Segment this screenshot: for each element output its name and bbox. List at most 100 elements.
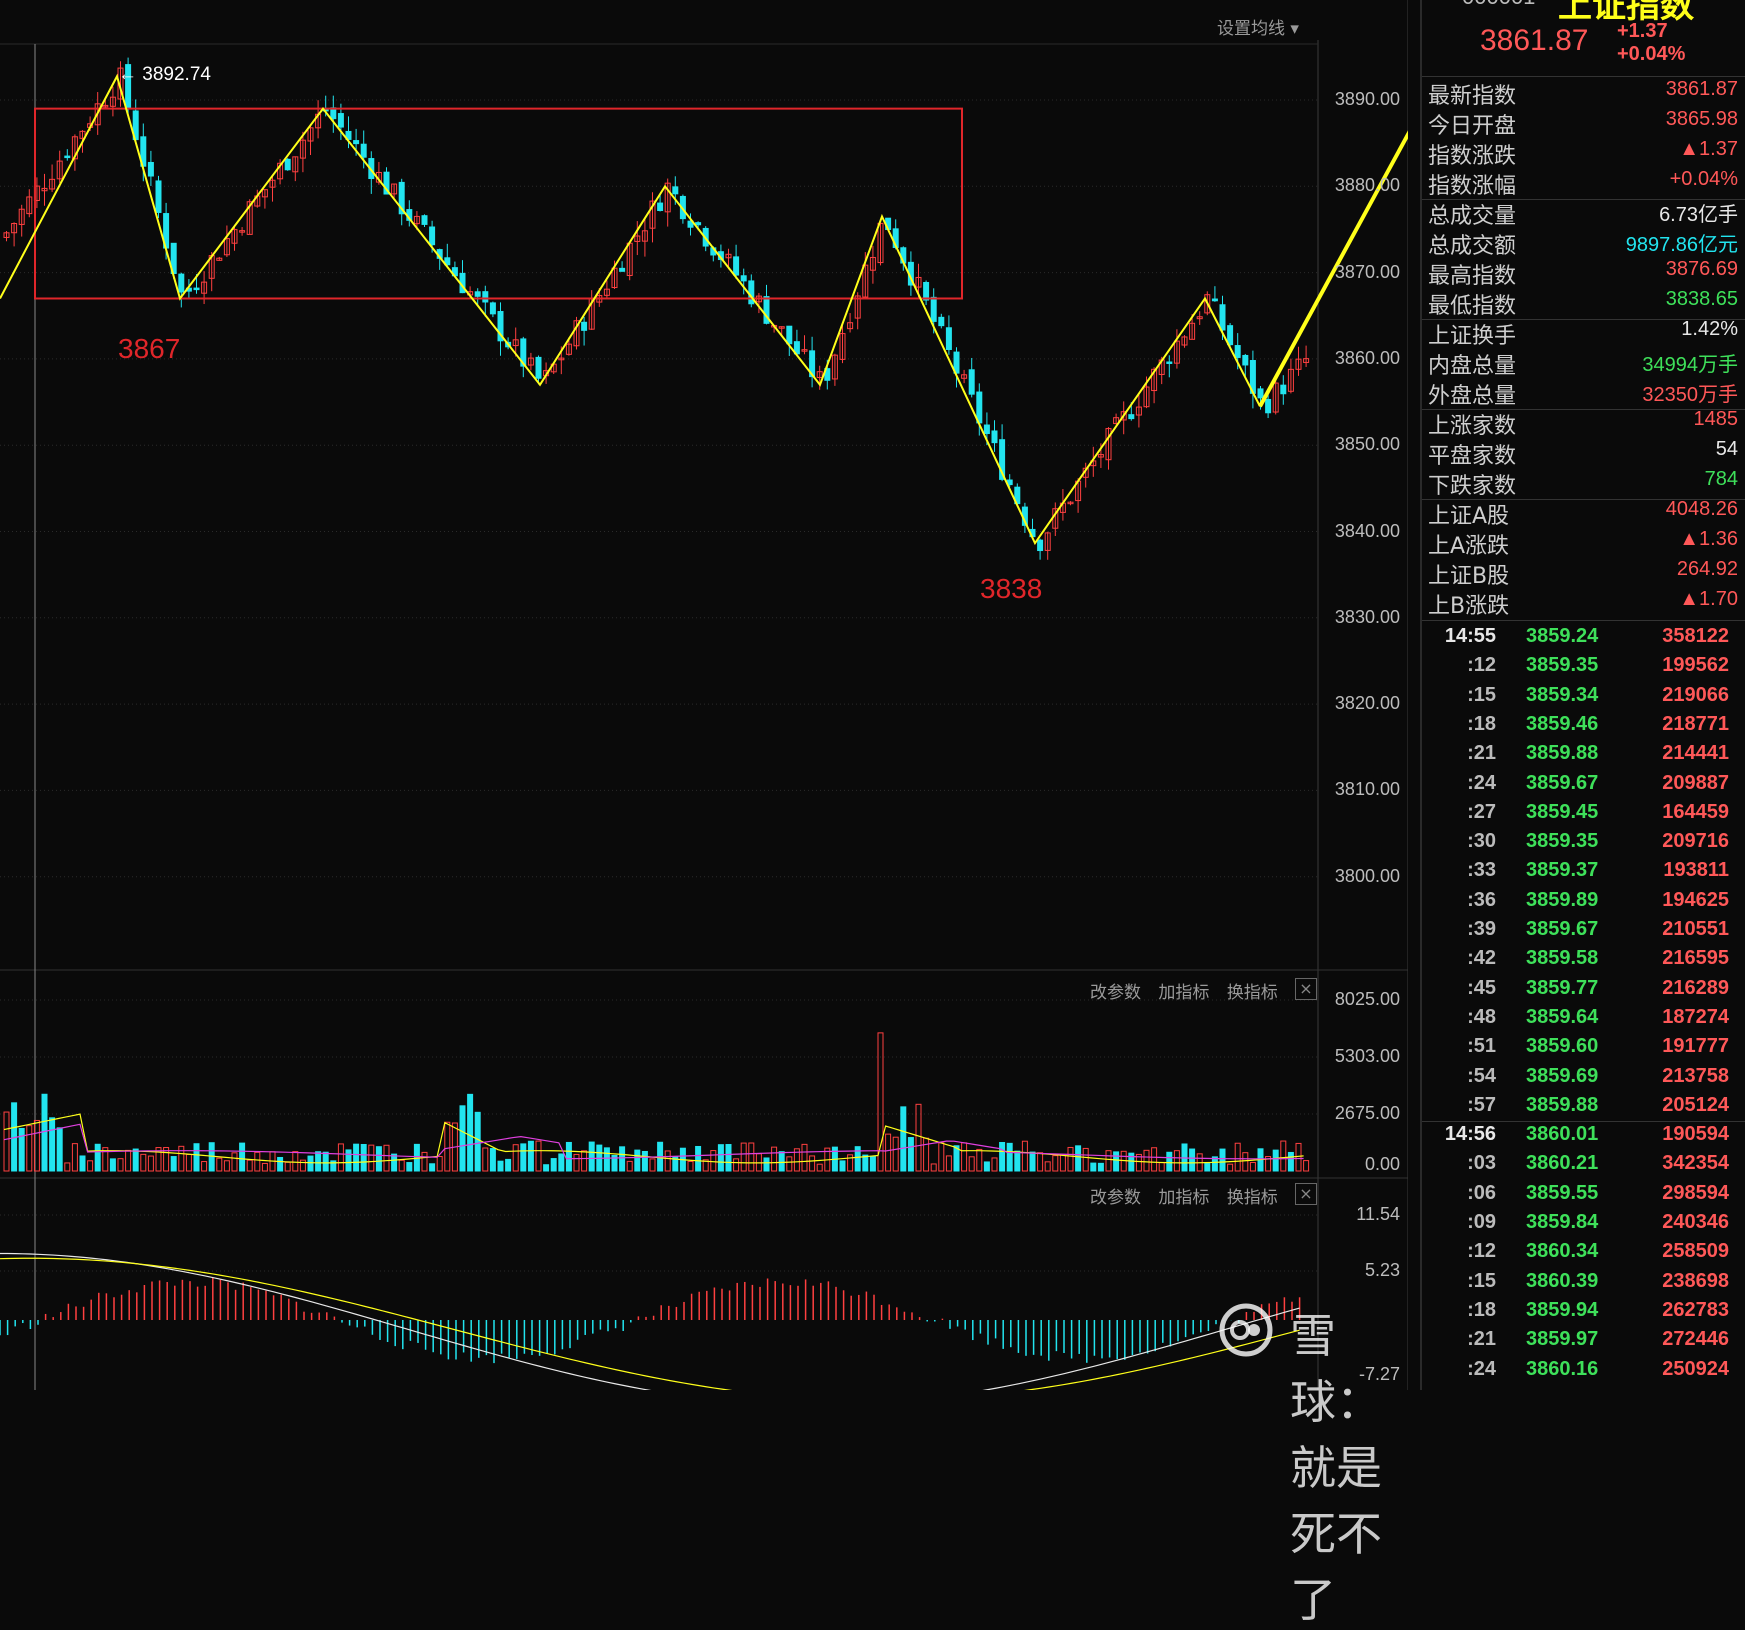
- candle-body: [102, 104, 109, 108]
- volume-add-indicator-button[interactable]: 加指标: [1158, 983, 1210, 1003]
- candle-body: [520, 338, 527, 367]
- candle-body: [345, 130, 352, 140]
- volume-bar: [178, 1145, 185, 1172]
- tick-row[interactable]: :12 3859.35 199562: [1422, 654, 1745, 683]
- candle-body: [657, 202, 664, 211]
- stat-value: 3861.87: [1665, 78, 1738, 100]
- tick-row[interactable]: :24 3860.16 250924: [1422, 1358, 1745, 1387]
- tick-row[interactable]: :24 3859.67 209887: [1422, 772, 1745, 801]
- candle-body: [497, 311, 504, 342]
- candle-body: [246, 201, 253, 235]
- volume-bar: [201, 1161, 208, 1172]
- tick-row[interactable]: :48 3859.64 187274: [1422, 1006, 1745, 1035]
- stat-label: 上证换手: [1428, 324, 1517, 349]
- candle-body: [261, 189, 268, 198]
- volume-bar: [527, 1140, 534, 1172]
- tick-time: :12: [1467, 1240, 1496, 1263]
- tick-row[interactable]: :18 3859.46 218771: [1422, 713, 1745, 742]
- volume-bar: [482, 1147, 489, 1172]
- candle-body: [695, 222, 702, 226]
- tick-time: :24: [1467, 1357, 1496, 1380]
- candle-body: [1211, 298, 1218, 302]
- volume-bar: [117, 1158, 124, 1172]
- volume-bar: [930, 1163, 937, 1172]
- tick-price: 3859.69: [1526, 1064, 1599, 1087]
- volume-modify-params-button[interactable]: 改参数: [1090, 983, 1141, 1003]
- tick-volume: 199562: [1662, 654, 1729, 677]
- tick-row[interactable]: :57 3859.88 205124: [1422, 1094, 1745, 1123]
- candle-body: [41, 187, 48, 192]
- macd-modify-params-button[interactable]: 改参数: [1090, 1188, 1141, 1208]
- tick-row[interactable]: :36 3859.89 194625: [1422, 889, 1745, 918]
- ma-settings-button[interactable]: 设置均线 ▾: [1217, 19, 1299, 39]
- volume-bar: [740, 1142, 747, 1172]
- tick-row[interactable]: :03 3860.21 342354: [1422, 1152, 1745, 1181]
- tick-row[interactable]: :45 3859.77 216289: [1422, 977, 1745, 1006]
- volume-bar: [398, 1159, 405, 1172]
- tick-row[interactable]: :15 3860.39 238698: [1422, 1270, 1745, 1299]
- volume-bar: [87, 1160, 94, 1172]
- stat-value: 3876.69: [1665, 258, 1738, 280]
- candle-body: [1181, 336, 1188, 346]
- tick-row[interactable]: :51 3859.60 191777: [1422, 1035, 1745, 1064]
- tick-row[interactable]: :54 3859.69 213758: [1422, 1065, 1745, 1094]
- volume-bar: [79, 1155, 86, 1172]
- macd-add-indicator-button[interactable]: 加指标: [1158, 1188, 1210, 1208]
- tick-row[interactable]: :33 3859.37 193811: [1422, 859, 1745, 888]
- tick-row[interactable]: :21 3859.88 214441: [1422, 742, 1745, 771]
- kline-chart-svg[interactable]: [0, 0, 1408, 1390]
- tick-volume: 342354: [1662, 1152, 1729, 1175]
- tick-price: 3859.84: [1526, 1211, 1599, 1233]
- tick-time: :03: [1467, 1152, 1496, 1175]
- volume-bar: [1303, 1160, 1310, 1172]
- candle-body: [11, 223, 18, 234]
- stat-label: 下跌家数: [1428, 474, 1517, 499]
- candle-body: [413, 215, 420, 225]
- volume-bar: [778, 1151, 785, 1172]
- volume-bar: [907, 1137, 914, 1172]
- candle-body: [353, 140, 360, 145]
- volume-bar: [1128, 1152, 1135, 1172]
- tick-price: 3859.46: [1526, 712, 1599, 735]
- tick-row[interactable]: :21 3859.97 272446: [1422, 1328, 1745, 1357]
- volume-bar: [953, 1145, 960, 1172]
- volume-switch-indicator-button[interactable]: 换指标: [1226, 983, 1278, 1003]
- kline-chart-area[interactable]: 设置均线 ▾ 3890.00 3880.00 3870.00 3860.00 3850.…: [0, 0, 1408, 1627]
- tick-row[interactable]: :15 3859.34 219066: [1422, 684, 1745, 713]
- tick-volume: 187274: [1662, 1005, 1729, 1028]
- tick-price: 3860.16: [1526, 1357, 1599, 1380]
- volume-bar: [877, 1032, 884, 1172]
- price-axis-label: 3890.00: [1334, 89, 1400, 109]
- tick-row[interactable]: :27 3859.45 164459: [1422, 801, 1745, 830]
- volume-close-icon[interactable]: ×: [1295, 978, 1317, 1000]
- tick-price: 3859.97: [1526, 1328, 1599, 1351]
- tick-time: :18: [1467, 1298, 1496, 1321]
- tick-time: :33: [1467, 859, 1496, 882]
- macd-switch-indicator-button[interactable]: 换指标: [1226, 1188, 1278, 1208]
- macd-close-icon[interactable]: ×: [1295, 1183, 1317, 1205]
- tick-price: 3859.88: [1526, 742, 1599, 765]
- candle-body: [277, 162, 284, 180]
- candle-body: [968, 369, 975, 395]
- tick-row[interactable]: :30 3859.35 209716: [1422, 830, 1745, 859]
- candle-body: [1242, 354, 1249, 366]
- tick-row[interactable]: 14:55 3859.24 358122: [1422, 625, 1745, 654]
- tick-row[interactable]: :12 3860.34 258509: [1422, 1240, 1745, 1269]
- volume-bar: [1166, 1151, 1173, 1172]
- candle-body: [527, 357, 534, 366]
- tick-row[interactable]: :39 3859.67 210551: [1422, 918, 1745, 947]
- tick-row[interactable]: :42 3859.58 216595: [1422, 947, 1745, 976]
- tick-row[interactable]: :09 3859.84 240346: [1422, 1211, 1745, 1240]
- tick-row[interactable]: :06 3859.55 298594: [1422, 1182, 1745, 1211]
- tick-row[interactable]: 14:56 3860.01 190594: [1422, 1123, 1745, 1152]
- tick-time: 14:56: [1444, 1123, 1496, 1146]
- volume-axis-label: 5303.00: [1334, 1046, 1400, 1066]
- candle-body: [847, 322, 854, 330]
- tick-row[interactable]: :18 3859.94 262783: [1422, 1299, 1745, 1328]
- volume-bar: [1097, 1162, 1104, 1172]
- candle-body: [1295, 358, 1302, 370]
- tick-time: :54: [1467, 1064, 1496, 1087]
- tick-volume: 194625: [1662, 888, 1729, 911]
- stat-value: 1485: [1693, 408, 1739, 430]
- volume-bar: [961, 1142, 968, 1172]
